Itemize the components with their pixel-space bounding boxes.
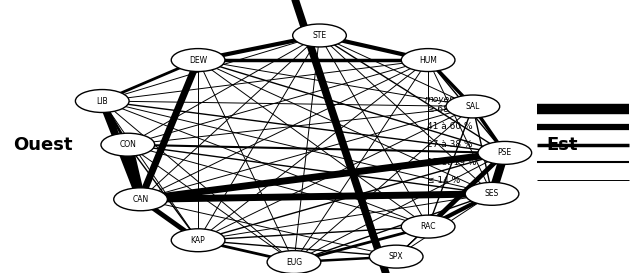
Text: CON: CON <box>119 140 136 149</box>
Text: SES: SES <box>485 189 499 198</box>
Text: SPX: SPX <box>389 252 403 261</box>
Circle shape <box>369 245 423 268</box>
Circle shape <box>478 141 532 164</box>
Circle shape <box>401 215 455 238</box>
Circle shape <box>293 24 346 47</box>
Text: 17 et 19 %: 17 et 19 % <box>427 158 476 167</box>
Text: LIB: LIB <box>96 97 108 105</box>
Circle shape <box>171 49 225 72</box>
Text: EUG: EUG <box>286 258 302 266</box>
Circle shape <box>171 229 225 252</box>
Text: Est: Est <box>546 136 578 154</box>
Text: Ouest: Ouest <box>13 136 72 154</box>
Text: 41 à 60 %: 41 à 60 % <box>427 123 472 131</box>
Text: ≤ 14 %: ≤ 14 % <box>427 176 460 185</box>
Text: HUM: HUM <box>419 56 437 64</box>
Text: KAP: KAP <box>190 236 206 245</box>
Circle shape <box>267 251 321 273</box>
Text: CAN: CAN <box>132 195 149 204</box>
Text: STE: STE <box>312 31 327 40</box>
Circle shape <box>75 90 129 112</box>
Text: SAL: SAL <box>466 102 480 111</box>
Circle shape <box>401 49 455 72</box>
Text: PSE: PSE <box>498 149 512 157</box>
Text: 27 à 38 %: 27 à 38 % <box>427 140 472 149</box>
Circle shape <box>101 133 155 156</box>
Circle shape <box>465 182 519 205</box>
Text: RAC: RAC <box>420 222 436 231</box>
Text: ≥ 68 %: ≥ 68 % <box>427 105 460 114</box>
Circle shape <box>446 95 500 118</box>
Circle shape <box>114 188 167 211</box>
Text: moyennes: moyennes <box>425 95 472 104</box>
Text: DEW: DEW <box>189 56 207 64</box>
